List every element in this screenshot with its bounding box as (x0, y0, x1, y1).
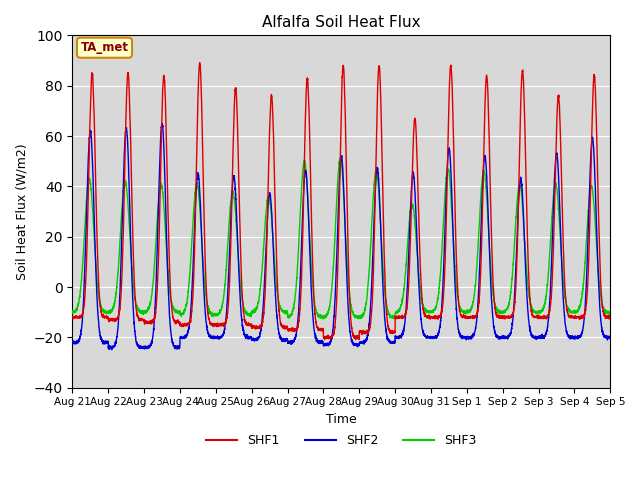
Text: TA_met: TA_met (81, 41, 129, 54)
SHF3 (432, 303, 440, 309)
SHF1 (606, 314, 614, 320)
SHF3 (462, 309, 470, 315)
SHF3 (68, 309, 76, 314)
SHF1 (321, 334, 329, 339)
SHF2 (321, 343, 329, 348)
SHF2 (493, 332, 500, 337)
X-axis label: Time: Time (326, 413, 356, 426)
Line: SHF2: SHF2 (72, 123, 611, 350)
SHF1 (462, 314, 470, 320)
SHF1 (493, 312, 500, 318)
Title: Alfalfa Soil Heat Flux: Alfalfa Soil Heat Flux (262, 15, 420, 30)
SHF2 (68, 340, 76, 346)
SHF2 (108, 347, 116, 353)
Y-axis label: Soil Heat Flux (W/m2): Soil Heat Flux (W/m2) (15, 143, 28, 280)
SHF3 (319, 316, 326, 322)
SHF1 (196, 60, 204, 65)
Legend: SHF1, SHF2, SHF3: SHF1, SHF2, SHF3 (201, 429, 482, 452)
Line: SHF3: SHF3 (72, 157, 611, 319)
SHF3 (165, 281, 173, 287)
SHF3 (321, 314, 329, 320)
SHF2 (166, 309, 173, 315)
SHF3 (337, 155, 344, 160)
SHF1 (607, 312, 614, 318)
SHF2 (462, 334, 470, 339)
SHF1 (352, 336, 360, 342)
SHF2 (607, 335, 614, 341)
SHF3 (607, 309, 614, 314)
SHF3 (606, 310, 614, 316)
SHF2 (432, 335, 440, 340)
SHF2 (606, 335, 614, 340)
SHF1 (432, 314, 440, 320)
SHF1 (165, 250, 173, 255)
Line: SHF1: SHF1 (72, 62, 611, 339)
SHF3 (493, 306, 500, 312)
SHF2 (158, 120, 166, 126)
SHF1 (68, 314, 76, 320)
